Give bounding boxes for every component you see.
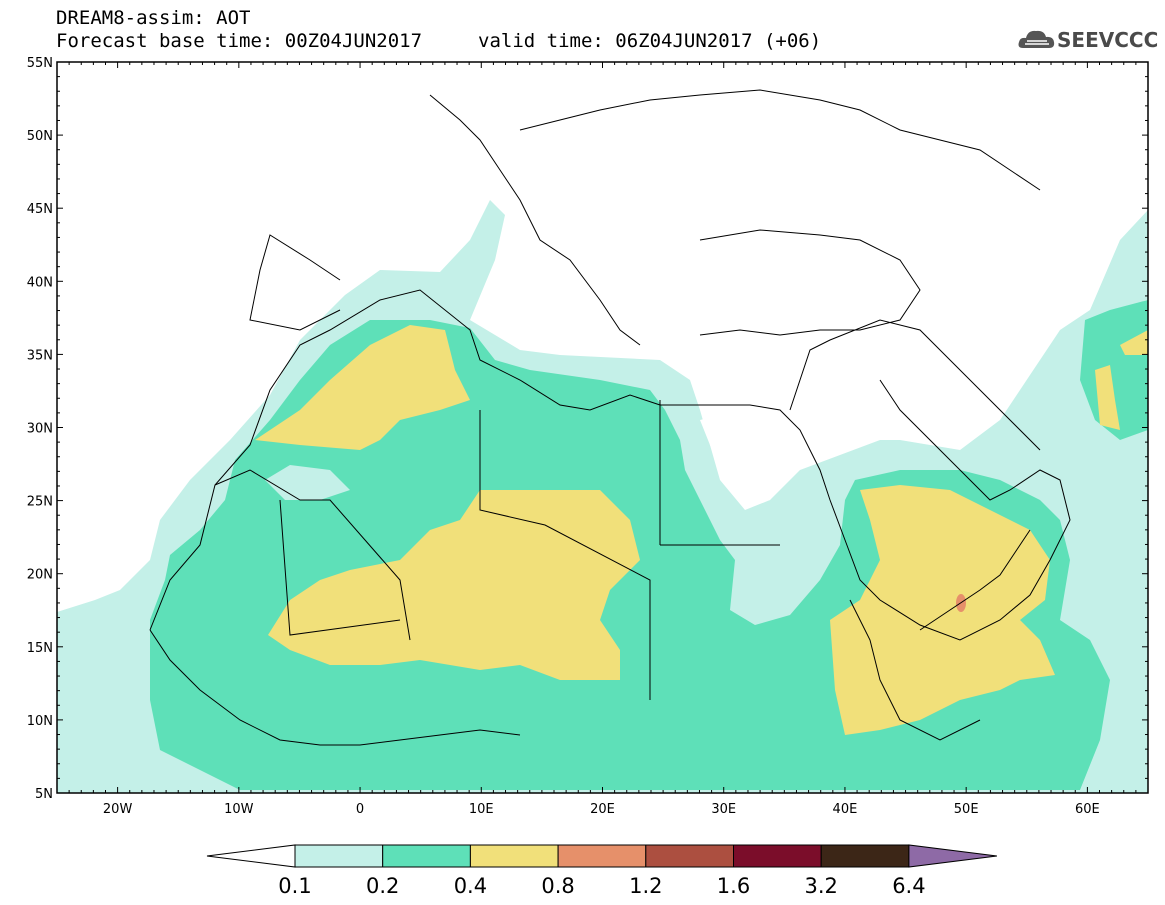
lat-label: 45N bbox=[27, 202, 53, 217]
lon-label: 0 bbox=[356, 802, 364, 817]
axis-ticks bbox=[56, 61, 1149, 794]
lon-label: 20W bbox=[103, 802, 133, 817]
aot-contour-0.4-east bbox=[1095, 365, 1120, 430]
colorbar-segment bbox=[645, 844, 734, 868]
colorbar-level-label: 3.2 bbox=[804, 874, 837, 898]
colorbar-level-label: 0.8 bbox=[541, 874, 574, 898]
colorbar-level-label: 0.1 bbox=[278, 874, 311, 898]
lat-label: 55N bbox=[27, 56, 53, 71]
lat-label: 15N bbox=[27, 641, 53, 656]
aot-contour-0.4-east2 bbox=[1120, 330, 1148, 355]
lon-label: 50E bbox=[954, 802, 979, 817]
logo-text: SEEVCCC bbox=[1057, 28, 1159, 52]
colorbar-level-label: 6.4 bbox=[892, 874, 925, 898]
cloud-icon bbox=[1018, 30, 1055, 48]
colorbar-segment bbox=[469, 844, 559, 868]
lat-label: 25N bbox=[27, 495, 53, 510]
lat-label: 5N bbox=[35, 787, 53, 802]
lat-label: 50N bbox=[27, 129, 53, 144]
lon-label: 10W bbox=[224, 802, 254, 817]
lon-label: 40E bbox=[833, 802, 858, 817]
seevccc-logo bbox=[1017, 24, 1157, 56]
lon-label: 30E bbox=[711, 802, 736, 817]
colorbar-segment bbox=[382, 844, 471, 868]
colorbar-level-label: 0.4 bbox=[454, 874, 487, 898]
aot-contour-0.2-ne bbox=[1080, 300, 1148, 440]
chart-title: DREAM8-assim: AOT bbox=[56, 7, 251, 29]
aot-contour-0.4-arabia bbox=[830, 485, 1055, 735]
lat-label: 35N bbox=[27, 348, 53, 363]
colorbar-segment bbox=[557, 844, 647, 868]
aot-contour-0.4-sahel bbox=[268, 490, 640, 680]
longitude-labels: 20W 10W 0 10E 20E 30E 40E 50E 60E bbox=[103, 802, 1100, 817]
lat-label: 10N bbox=[27, 714, 53, 729]
lon-label: 60E bbox=[1075, 802, 1100, 817]
colorbar-segment bbox=[820, 844, 910, 868]
colorbar bbox=[206, 844, 997, 868]
lat-label: 40N bbox=[27, 275, 53, 290]
lat-label: 20N bbox=[27, 568, 53, 583]
coastlines bbox=[149, 89, 1071, 746]
lat-label: 30N bbox=[27, 422, 53, 437]
valid-time: valid time: 06Z04JUN2017 (+06) bbox=[478, 30, 822, 52]
forecast-base-time: Forecast base time: 00Z04JUN2017 bbox=[56, 30, 423, 52]
colorbar-level-label: 0.2 bbox=[366, 874, 399, 898]
colorbar-over-triangle bbox=[908, 844, 997, 868]
aot-field bbox=[57, 200, 1148, 793]
colorbar-labels: 0.1 0.2 0.4 0.8 1.2 1.6 3.2 6.4 bbox=[278, 874, 925, 898]
colorbar-level-label: 1.6 bbox=[717, 874, 750, 898]
colorbar-segment bbox=[294, 844, 384, 868]
colorbar-level-label: 1.2 bbox=[629, 874, 662, 898]
lon-label: 10E bbox=[469, 802, 494, 817]
colorbar-segment bbox=[733, 844, 822, 868]
colorbar-under-triangle bbox=[206, 844, 296, 868]
clear-area-egypt bbox=[700, 405, 790, 505]
aot-contour-0.4-sahara bbox=[255, 325, 470, 450]
lon-label: 20E bbox=[590, 802, 615, 817]
latitude-labels: 55N 50N 45N 40N 35N 30N 25N 20N 15N 10N 5N bbox=[27, 56, 53, 802]
